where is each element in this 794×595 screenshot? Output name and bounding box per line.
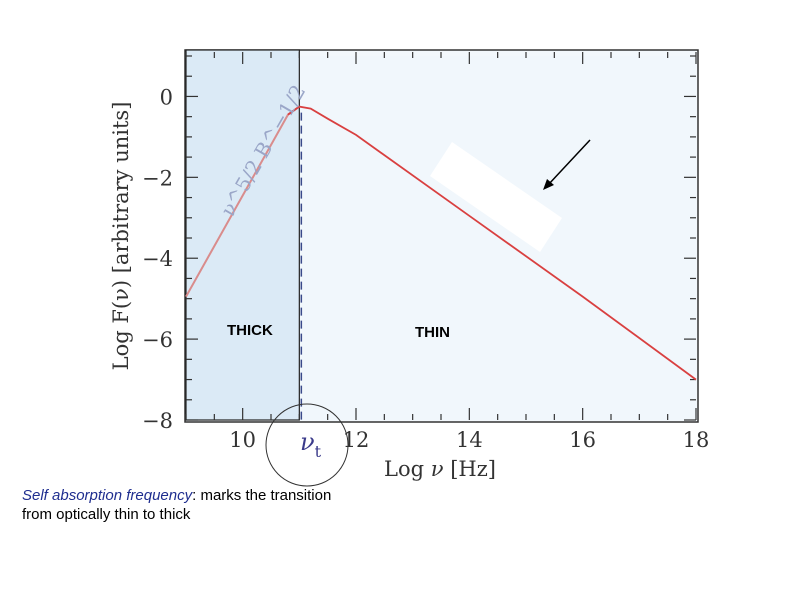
- axis-ticks: [185, 52, 697, 421]
- y-tick-label: −2: [142, 166, 173, 190]
- caption: Self absorption frequency: marks the tra…: [22, 486, 342, 524]
- turnover-circle: [265, 403, 349, 487]
- turnover-subscript: t: [315, 442, 322, 461]
- caption-text: : marks the transition from optically th…: [22, 487, 332, 523]
- x-tick-label: 18: [683, 428, 710, 452]
- spectrum-curve-thin: [287, 105, 697, 381]
- x-tick-label: 16: [569, 428, 596, 452]
- white-label-box: [430, 142, 562, 252]
- x-tick-label: 12: [343, 428, 370, 452]
- turnover-symbol: νt: [300, 428, 322, 461]
- thin-label: THIN: [415, 324, 450, 341]
- y-tick-label: −8: [142, 409, 173, 433]
- thick-region: [185, 49, 300, 421]
- y-tick-label: −4: [142, 247, 173, 271]
- y-axis-label: Log F(ν) [arbitrary units]: [109, 102, 133, 371]
- y-tick-label: −6: [142, 328, 173, 352]
- y-tick-label: 0: [160, 85, 173, 109]
- y-tick-labels: 0 −2 −4 −6 −8: [142, 85, 173, 433]
- arrow-head-icon: [543, 179, 554, 190]
- x-axis-label: Log ν [Hz]: [384, 457, 496, 481]
- x-tick-label: 14: [456, 428, 483, 452]
- x-axis-label-symbol: ν: [431, 457, 444, 481]
- thick-label: THICK: [227, 322, 273, 339]
- annotation-arrow: [547, 139, 591, 186]
- caption-term: Self absorption frequency: [22, 487, 193, 504]
- x-tick-labels: 10 12 14 16 18: [229, 428, 709, 452]
- x-tick-label: 10: [229, 428, 256, 452]
- turnover-nu: ν: [300, 428, 315, 456]
- x-axis-label-unit: [Hz]: [450, 457, 496, 481]
- x-axis-label-prefix: Log: [384, 457, 424, 481]
